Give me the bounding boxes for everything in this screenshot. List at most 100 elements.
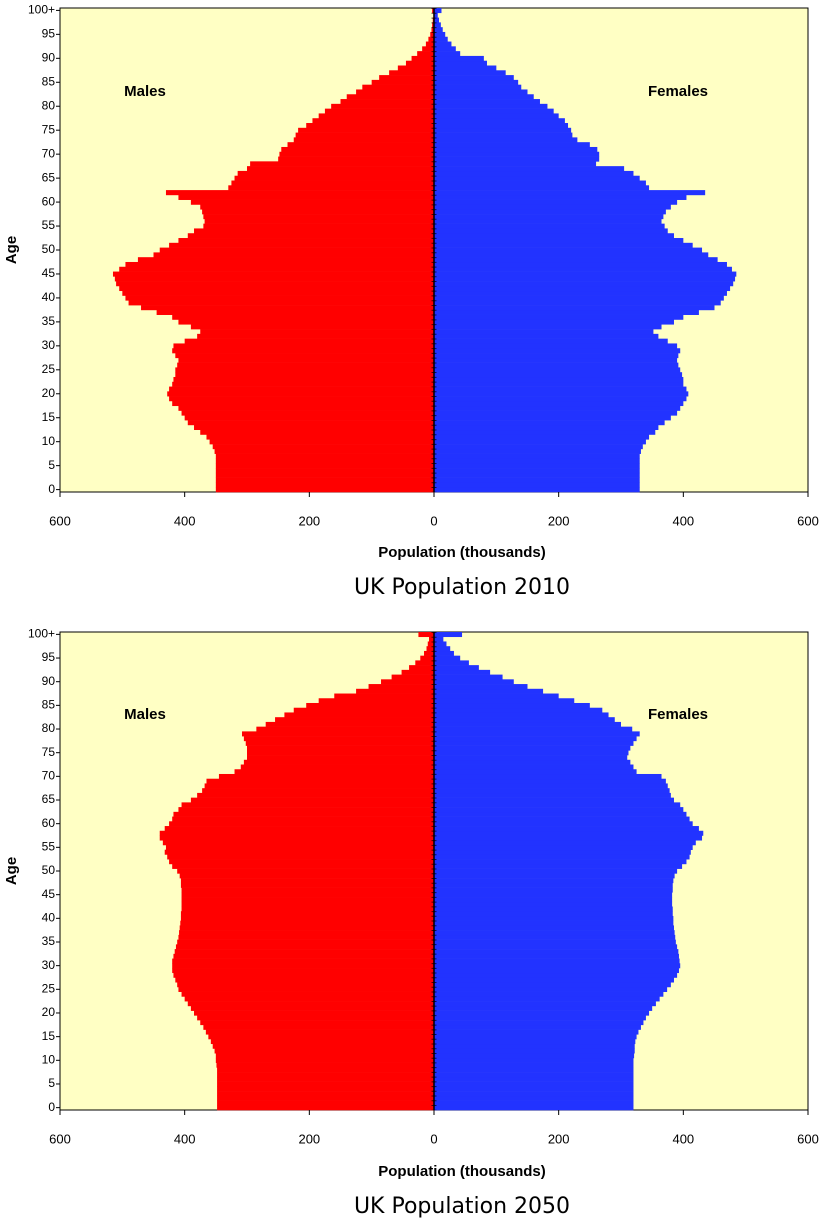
bar (434, 8, 442, 14)
bar (434, 276, 736, 282)
bar (434, 1076, 634, 1082)
bar (434, 740, 634, 746)
bar (173, 972, 435, 978)
y-tick-label: 15 (42, 410, 56, 424)
bar (434, 132, 573, 138)
bar (169, 821, 435, 827)
bar (434, 958, 680, 964)
x-tick-label: 600 (797, 513, 819, 528)
bar (434, 204, 671, 210)
bar (434, 156, 600, 162)
bar (432, 22, 434, 28)
bar (245, 740, 434, 746)
bar (368, 684, 434, 690)
bar (174, 949, 434, 955)
bar (434, 295, 724, 301)
bar (434, 1015, 646, 1021)
y-tick-label: 80 (42, 721, 56, 735)
bar (203, 1024, 434, 1030)
bar (434, 468, 640, 474)
bar (175, 944, 434, 950)
bar (331, 103, 434, 109)
bar (409, 665, 434, 671)
bar (434, 844, 693, 851)
series-label: Males (124, 83, 166, 100)
bar (434, 60, 487, 66)
bar (178, 194, 434, 200)
bar (228, 185, 434, 191)
bar (169, 242, 435, 248)
bar (169, 396, 435, 402)
x-tick-label: 400 (174, 513, 196, 528)
bar (434, 996, 660, 1002)
bar (181, 906, 434, 912)
bar (180, 920, 434, 926)
bar (415, 660, 434, 666)
bar (212, 1043, 434, 1049)
bar (434, 792, 671, 798)
bar (434, 41, 452, 47)
bar (197, 333, 434, 339)
bar (217, 1067, 434, 1073)
bar (434, 51, 461, 57)
series-label: Males (124, 706, 166, 723)
bar (434, 79, 519, 85)
bar (434, 65, 497, 71)
bar (172, 963, 434, 969)
bar (169, 386, 435, 392)
bar (434, 698, 575, 704)
y-axis-label: Age (3, 857, 20, 885)
bar (217, 1086, 434, 1092)
bar (434, 1100, 634, 1106)
bar (434, 1024, 641, 1030)
bar (434, 75, 514, 81)
bar (200, 1020, 434, 1026)
y-tick-label: 5 (48, 458, 55, 472)
bar (125, 261, 434, 268)
bar (434, 1057, 634, 1063)
y-tick-label: 40 (42, 910, 56, 924)
bar (434, 362, 679, 368)
bar (162, 840, 434, 846)
y-tick-label: 45 (42, 266, 56, 280)
bar (214, 1048, 434, 1054)
bar (172, 958, 434, 964)
bar (215, 1053, 434, 1059)
bar (173, 811, 435, 817)
bar (434, 906, 673, 912)
bar (181, 887, 434, 893)
bar (418, 632, 434, 638)
bar (215, 487, 434, 493)
bar (434, 1072, 634, 1078)
bar (425, 41, 434, 47)
bar (172, 968, 434, 974)
bar (434, 353, 679, 359)
bar (181, 901, 434, 907)
bar (434, 319, 674, 325)
bar (177, 362, 435, 368)
bar (434, 688, 544, 694)
bar (175, 353, 435, 359)
bar (281, 146, 434, 153)
x-tick-label: 400 (672, 513, 694, 528)
bar (434, 878, 674, 884)
bar (122, 290, 434, 296)
bar (306, 123, 434, 129)
y-tick-label: 75 (42, 745, 56, 759)
bar (434, 281, 734, 287)
bar (434, 180, 646, 186)
bar (434, 439, 646, 445)
bar (434, 911, 673, 917)
bar (217, 1095, 434, 1101)
bar (434, 821, 693, 827)
bar (434, 868, 678, 874)
bar (434, 991, 664, 997)
x-tick-label: 200 (548, 1131, 570, 1146)
bar (434, 849, 691, 855)
bar (178, 357, 434, 363)
bar (279, 151, 434, 157)
y-tick-label: 0 (48, 482, 55, 496)
bar (434, 811, 687, 817)
y-tick-label: 75 (42, 122, 56, 136)
bar (434, 887, 673, 893)
